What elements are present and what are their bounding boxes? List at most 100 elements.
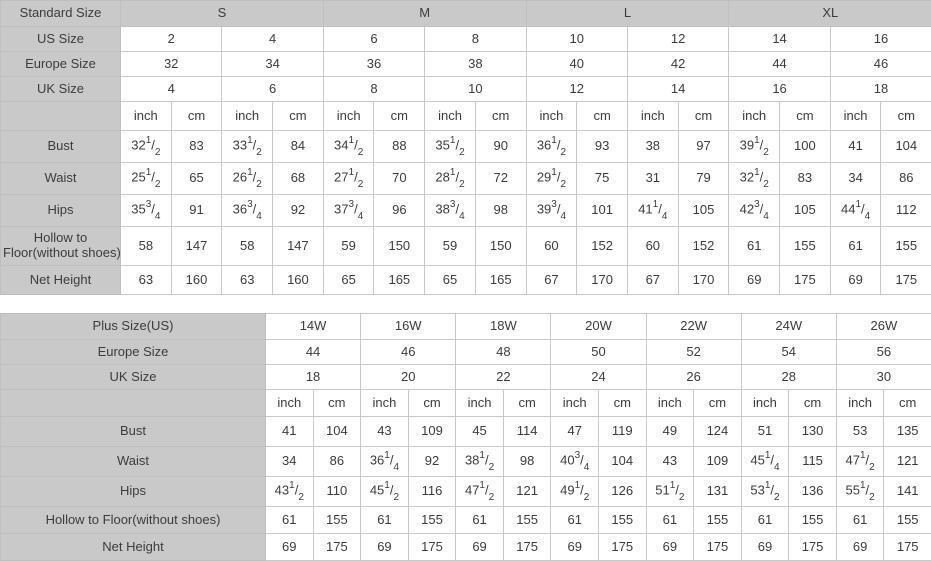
measure-value: 341/2 <box>323 131 374 163</box>
unit-header-inch: inch <box>836 390 884 417</box>
fraction-value: 353/4 <box>131 200 160 220</box>
measure-value: 69 <box>361 534 409 561</box>
measure-value: 155 <box>598 507 646 534</box>
measure-value: 165 <box>374 266 425 295</box>
unit-header-inch: inch <box>729 102 780 131</box>
measure-value: 175 <box>503 534 551 561</box>
uk-size-value: 4 <box>121 77 222 102</box>
measure-value: 92 <box>408 447 456 477</box>
measure-value: 441/4 <box>830 195 881 227</box>
fraction-value: 451/4 <box>750 451 779 471</box>
fraction-value: 291/2 <box>537 168 566 188</box>
measure-value: 58 <box>222 227 273 266</box>
measure-value: 109 <box>694 447 742 477</box>
standard-corner-label: Standard Size <box>1 1 121 27</box>
fraction-value: 391/2 <box>740 136 769 156</box>
unit-header-cm: cm <box>408 390 456 417</box>
fraction-value: 331/2 <box>233 136 262 156</box>
measure-value: 411/4 <box>627 195 678 227</box>
group-header-m: M <box>323 1 526 27</box>
measure-value: 381/2 <box>456 447 504 477</box>
plus-uk-size-value: 22 <box>456 365 551 390</box>
europe-size-value: 42 <box>627 52 728 77</box>
measure-value: 59 <box>323 227 374 266</box>
plus-europe-size-value: 50 <box>551 340 646 365</box>
measure-value: 155 <box>780 227 831 266</box>
fraction-value: 321/2 <box>740 168 769 188</box>
us-size-value: 14 <box>729 27 830 52</box>
measure-value: 126 <box>598 477 646 507</box>
fraction-value: 383/4 <box>435 200 464 220</box>
uk-size-value: 16 <box>729 77 830 102</box>
measure-value: 150 <box>475 227 526 266</box>
unit-header-inch: inch <box>526 102 577 131</box>
measure-value: 391/2 <box>729 131 780 163</box>
measure-value: 491/2 <box>551 477 599 507</box>
uk-size-value: 14 <box>627 77 728 102</box>
measure-value: 92 <box>273 195 324 227</box>
measure-value: 147 <box>171 227 222 266</box>
plus-uk-size-label: UK Size <box>1 365 266 390</box>
measure-value: 170 <box>577 266 628 295</box>
measure-value: 63 <box>222 266 273 295</box>
unit-header-cm: cm <box>313 390 361 417</box>
fraction-value: 351/2 <box>435 136 464 156</box>
fraction-value: 393/4 <box>537 200 566 220</box>
measure-value: 423/4 <box>729 195 780 227</box>
unit-header-inch: inch <box>266 390 314 417</box>
uk-size-value: 10 <box>425 77 526 102</box>
measure-label-hips: Hips <box>1 477 266 507</box>
fraction-value: 411/4 <box>638 200 667 220</box>
measure-value: 68 <box>273 163 324 195</box>
measure-value: 105 <box>678 195 729 227</box>
uk-size-value: 8 <box>323 77 424 102</box>
measure-value: 61 <box>729 227 780 266</box>
plus-corner-label: Plus Size(US) <box>1 314 266 340</box>
measure-value: 160 <box>171 266 222 295</box>
fraction-value: 341/2 <box>334 136 363 156</box>
measure-value: 141 <box>884 477 931 507</box>
measure-value: 86 <box>313 447 361 477</box>
measure-value: 97 <box>678 131 729 163</box>
uk-size-value: 6 <box>222 77 323 102</box>
measure-value: 261/2 <box>222 163 273 195</box>
measure-value: 79 <box>678 163 729 195</box>
measure-value: 65 <box>323 266 374 295</box>
unit-header-inch: inch <box>646 390 694 417</box>
fraction-value: 471/2 <box>465 481 494 501</box>
measure-value: 271/2 <box>323 163 374 195</box>
measure-value: 59 <box>425 227 476 266</box>
measure-value: 83 <box>780 163 831 195</box>
measure-value: 34 <box>266 447 314 477</box>
measure-value: 75 <box>577 163 628 195</box>
fraction-value: 373/4 <box>334 200 363 220</box>
measure-value: 98 <box>503 447 551 477</box>
measure-label-waist: Waist <box>1 163 121 195</box>
unit-header-inch: inch <box>323 102 374 131</box>
fraction-value: 471/2 <box>846 451 875 471</box>
us-size-value: 16 <box>830 27 931 52</box>
measure-value: 130 <box>789 417 837 447</box>
measure-label-hips: Hips <box>1 195 121 227</box>
fraction-value: 431/2 <box>275 481 304 501</box>
measure-value: 511/2 <box>646 477 694 507</box>
standard-unit-row-corner <box>1 102 121 131</box>
unit-header-inch: inch <box>425 102 476 131</box>
measure-value: 112 <box>881 195 931 227</box>
plus-size-value-18w: 18W <box>456 314 551 340</box>
measure-value: 155 <box>881 227 931 266</box>
measure-value: 65 <box>171 163 222 195</box>
measure-value: 69 <box>266 534 314 561</box>
plus-uk-size-value: 20 <box>361 365 456 390</box>
measure-value: 45 <box>456 417 504 447</box>
measure-value: 291/2 <box>526 163 577 195</box>
measure-value: 67 <box>627 266 678 295</box>
measure-value: 155 <box>884 507 931 534</box>
plus-uk-size-value: 26 <box>646 365 741 390</box>
plus-size-value-16w: 16W <box>361 314 456 340</box>
